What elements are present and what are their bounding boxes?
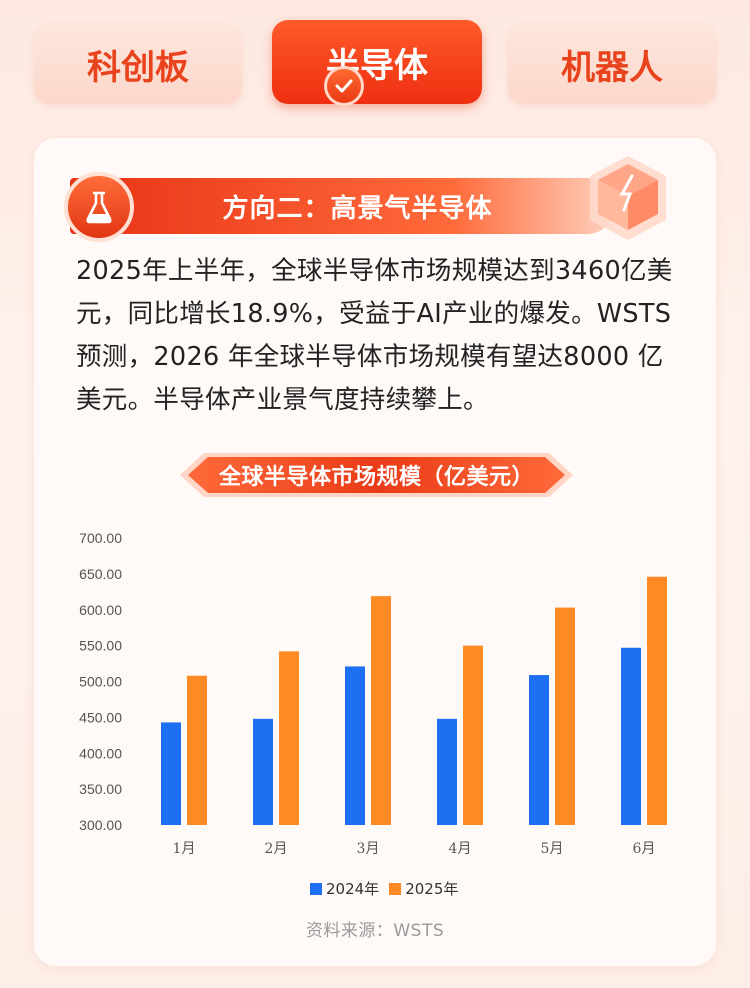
bar-2024 [621, 647, 641, 825]
tab-robot[interactable]: 机器人 [508, 24, 716, 104]
x-tick-label: 4月 [449, 841, 472, 857]
y-tick-label: 600.00 [79, 602, 122, 618]
y-tick-label: 350.00 [79, 781, 122, 797]
y-tick-label: 650.00 [79, 566, 122, 582]
bar-chart: 700.00 650.00 600.00 550.00 500.00 450.00 400.… [79, 530, 667, 857]
bar-2024 [253, 718, 273, 825]
legend-label-2024: 2024年 [326, 880, 380, 898]
y-tick-label: 400.00 [79, 745, 122, 761]
chart-legend: 2024年 2025年 [310, 878, 458, 899]
intro-paragraph: 2025年上半年，全球半导体市场规模达到3460亿美元，同比增长18.9%，受益… [76, 256, 673, 415]
x-tick-label: 6月 [633, 841, 656, 857]
flask-icon [64, 172, 134, 242]
y-tick-label: 700.00 [79, 530, 122, 546]
tab-kechuangban[interactable]: 科创板 [34, 24, 242, 104]
section-heading-text: 方向二：高景气半导体 [222, 193, 493, 224]
bar-2024 [345, 666, 365, 825]
x-tick-label: 5月 [541, 841, 564, 857]
bar-2025 [463, 645, 483, 825]
y-tick-label: 550.00 [79, 638, 122, 654]
tab-semiconductor[interactable]: 半导体 [272, 20, 482, 104]
tab-bar: 科创板 半导体 机器人 [34, 20, 716, 104]
legend-label-2025: 2025年 [405, 880, 459, 898]
y-tick-label: 500.00 [79, 674, 122, 690]
bar-2025 [279, 651, 299, 825]
source-note: 资料来源：WSTS [305, 921, 445, 941]
bar-2025 [647, 576, 667, 825]
chart-title: 全球半导体市场规模（亿美元） [180, 447, 573, 503]
bar-2024 [437, 718, 457, 825]
bar-2025 [555, 607, 575, 825]
bar-2025 [371, 596, 391, 825]
y-tick-label: 300.00 [79, 817, 122, 833]
bar-2024 [161, 722, 181, 825]
x-tick-label: 1月 [173, 841, 196, 857]
bar-2024 [529, 675, 549, 825]
y-tick-label: 450.00 [79, 709, 122, 725]
chart-title-text: 全球半导体市场规模（亿美元） [218, 465, 534, 490]
bar-2025 [187, 675, 207, 825]
x-tick-label: 2月 [265, 841, 288, 857]
legend-item-2025: 2025年 [389, 878, 458, 899]
section-heading: 方向二：高景气半导体 [70, 178, 615, 234]
content-card [34, 138, 716, 966]
cube-icon [580, 150, 676, 246]
x-tick-label: 3月 [357, 841, 380, 857]
legend-item-2024: 2024年 [310, 878, 379, 899]
check-icon [324, 66, 364, 106]
